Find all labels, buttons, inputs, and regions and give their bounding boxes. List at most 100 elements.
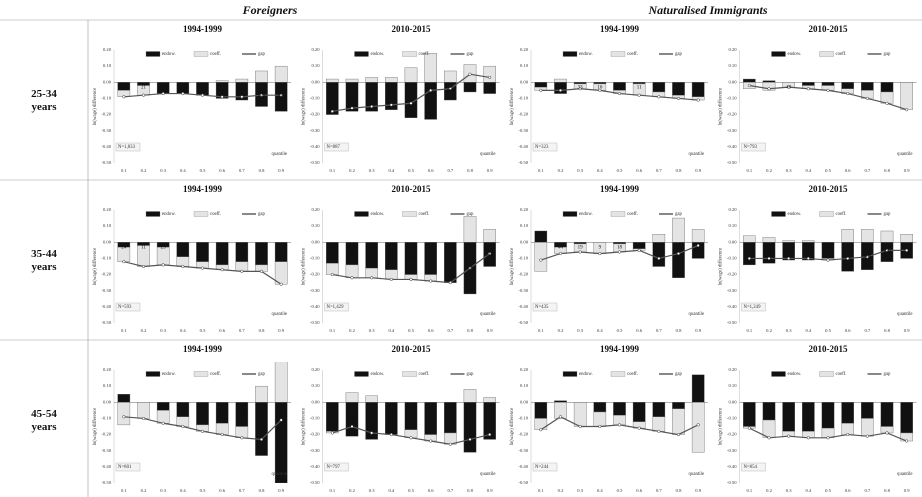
bar-label: 57 [180, 248, 186, 253]
x-tick-label: 0.1 [538, 328, 544, 333]
gap-marker [181, 92, 185, 96]
bar-label: 314 [675, 258, 683, 263]
y-tick-label: 0.00 [520, 239, 529, 244]
legend-label: coeff. [836, 372, 847, 377]
legend-label: gap [675, 372, 683, 377]
legend-label: coeff. [836, 52, 847, 57]
x-tick-label: 0.9 [278, 488, 284, 493]
gap-marker [676, 433, 681, 437]
bar-label: -58 [120, 396, 127, 401]
gap-marker [330, 431, 334, 435]
legend-swatch [610, 371, 626, 377]
x-tick-label: 0.6 [636, 168, 642, 173]
y-tick-label: -0.20 [727, 272, 737, 277]
legend-swatch [771, 371, 786, 377]
note: N=1,429 [327, 305, 345, 310]
plot-area [531, 78, 708, 102]
legend-label: gap [258, 212, 266, 217]
legend-swatch [145, 51, 161, 57]
legend-swatch [193, 51, 209, 57]
plot-area [322, 216, 500, 295]
legend-swatch [562, 51, 578, 57]
bar-label: 79 [885, 413, 891, 418]
coeff-bar [385, 77, 398, 83]
y-tick-label: -0.20 [310, 432, 320, 437]
legend-swatch [771, 51, 786, 57]
coeff-bar [255, 70, 268, 83]
gap-marker [468, 72, 472, 76]
y-tick-label: 0.20 [311, 367, 320, 372]
gap-marker [350, 424, 354, 429]
y-tick-label: -0.20 [727, 112, 737, 117]
legend-label: coeff. [836, 212, 847, 217]
gap-marker [161, 421, 165, 425]
coeff-bar [326, 78, 339, 83]
x-tick-label: 0.7 [447, 488, 453, 493]
group-header: Naturalised Immigrants [647, 3, 767, 17]
x-tick-label: 0.6 [219, 488, 225, 493]
y-tick-label: 0.00 [103, 399, 112, 404]
x-tick-label: 0.5 [408, 328, 414, 333]
y-tick-label: 0.10 [103, 223, 112, 228]
x-tick-label: 0.9 [487, 488, 493, 493]
gap-marker [240, 436, 244, 440]
gap-marker [905, 439, 909, 443]
x-tick-label: 0.4 [388, 328, 394, 333]
y-tick-label: -0.40 [518, 464, 528, 469]
coeff-bar [215, 423, 229, 435]
plot-area [322, 389, 500, 453]
legend-swatch [354, 371, 369, 377]
x-tick-label: 0.7 [864, 488, 870, 493]
gap-marker [885, 248, 889, 252]
x-tick-label: 0.1 [121, 328, 127, 333]
x-tick-label: 0.3 [160, 168, 166, 173]
note-box [115, 142, 141, 152]
bar-label: 133 [466, 425, 474, 430]
legend-label: gap [884, 212, 892, 217]
plot-area [114, 362, 291, 483]
coeff-bar [365, 77, 378, 83]
y-tick-label: 0.20 [728, 47, 737, 52]
x-tick-label: 0.6 [219, 168, 225, 173]
x-tick-label: 0.6 [845, 168, 851, 173]
bar-label: 76 [617, 84, 623, 89]
y-tick-label: 0.20 [311, 207, 320, 212]
gap-marker [696, 423, 700, 427]
plot-area [322, 53, 500, 120]
x-tick-label: 0.9 [695, 488, 701, 493]
x-axis-label: quantile [480, 472, 495, 477]
coeff-bar [345, 264, 359, 278]
gap-marker [468, 266, 472, 270]
y-tick-label: 0.20 [311, 47, 320, 52]
gap-marker [429, 439, 433, 443]
x-axis-label: quantile [897, 472, 912, 477]
plot-area [739, 78, 917, 112]
x-tick-label: 0.1 [329, 328, 335, 333]
bar-label: 467 [427, 99, 435, 104]
legend-swatch [193, 211, 209, 217]
bar-label: 68 [239, 250, 245, 255]
y-tick-label: 0.00 [311, 399, 320, 404]
x-axis-label: quantile [272, 312, 287, 317]
coeff-bar [900, 234, 913, 243]
y-axis-label: ln(wage) difference [510, 88, 515, 126]
gap-marker [488, 252, 492, 256]
panel: 2010-2015 ln(wage) difference 0.20 0.10 0.00… [719, 344, 917, 493]
legend-label: endow. [162, 52, 176, 57]
x-tick-label: 0.6 [428, 488, 434, 493]
gap-marker [747, 426, 751, 430]
bar-label: 85 [428, 257, 434, 262]
plot-area [739, 402, 917, 443]
x-tick-label: 0.5 [825, 488, 831, 493]
legend-swatch [354, 51, 369, 57]
legend-label: gap [467, 212, 475, 217]
x-tick-label: 0.6 [219, 328, 225, 333]
bar-label: -232 [485, 86, 495, 91]
y-axis-label: ln(wage) difference [719, 248, 724, 286]
legend-label: endow. [788, 372, 802, 377]
y-tick-label: 0.10 [728, 383, 737, 388]
gap-marker [181, 264, 185, 269]
bar-label: 78 [904, 416, 910, 421]
gap-marker [279, 418, 283, 422]
x-tick-label: 0.2 [141, 168, 147, 173]
